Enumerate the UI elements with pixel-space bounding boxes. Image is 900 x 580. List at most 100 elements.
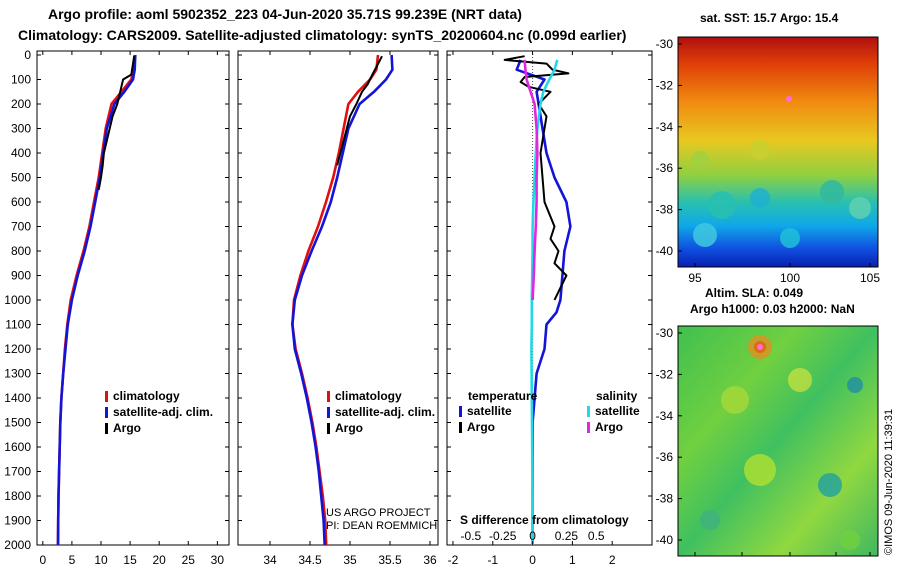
header-line-2: Climatology: CARS2009. Satellite-adjuste… [18, 27, 626, 43]
sla-eddy [700, 510, 720, 530]
project-credit-2: PI: DEAN ROEMMICH [326, 520, 437, 532]
x-tick-label: -1 [487, 553, 498, 567]
sla-map [677, 325, 879, 557]
series-line-salinity-satellite [530, 59, 559, 545]
difference-xlabel: S difference from climatology [460, 513, 629, 527]
depth-tick-label: 1800 [4, 489, 31, 503]
depth-tick-label: 800 [11, 244, 31, 258]
temperature-panel [36, 50, 230, 546]
legend-label-temp-argo: Argo [467, 420, 495, 434]
legend-swatch-sal-satellite [587, 406, 590, 417]
x-axes: 0 5 10 15 20 25 30 34 34.5 35 35.5 36 -2 -1 0 1 2 -0.5 -0.… [39, 51, 616, 567]
legend-label-climatology: climatology [335, 389, 402, 403]
sst-eddy [849, 197, 871, 219]
x-tick-label: -2 [448, 553, 459, 567]
series-line-argo [336, 55, 383, 166]
lat-tick-label: -30 [656, 37, 674, 51]
watermark: ©IMOS 09-Jun-2020 11:39:31 [883, 409, 895, 555]
depth-tick-label: 1400 [4, 391, 31, 405]
sst-eddy [750, 188, 770, 208]
sla-eddy [788, 368, 812, 392]
x-tick-label: 35.5 [378, 553, 402, 567]
legend-label-temp-satellite: satellite [467, 404, 512, 418]
series-line-argo [97, 56, 136, 190]
legend-label-satellite: satellite-adj. clim. [335, 405, 435, 419]
series-line-satellite-adj-clim- [291, 54, 394, 545]
series-line-climatology [56, 54, 136, 545]
argo-float-marker [757, 344, 763, 350]
x-tick-label: 15 [123, 553, 137, 567]
x-tick-label: 34 [263, 553, 277, 567]
sst-eddy [820, 180, 844, 204]
secondary-x-tick-label: -0.5 [461, 529, 482, 543]
legend-swatch-sal-argo [587, 422, 590, 433]
legend-swatch-climatology [105, 391, 108, 402]
lat-tick-label: -32 [656, 367, 674, 381]
salinity-panel [237, 50, 439, 546]
sst-frame [677, 36, 879, 268]
depth-axis: 0 100 200 300 400 500 600 700 800 900 1000 1100 1200… [4, 48, 652, 552]
x-tick-label: 34.5 [298, 553, 322, 567]
sst-eddy [693, 223, 717, 247]
series-line-climatology [291, 54, 380, 545]
x-tick-label: 0 [529, 553, 536, 567]
sst-eddy [708, 191, 736, 219]
sla-eddy [847, 377, 863, 393]
depth-tick-label: 600 [11, 195, 31, 209]
legend-label-sal-argo: Argo [595, 420, 623, 434]
sla-eddy [818, 473, 842, 497]
lat-tick-label: -36 [656, 450, 674, 464]
x-tick-label: 10 [94, 553, 108, 567]
depth-tick-label: 700 [11, 220, 31, 234]
x-tick-label: 30 [211, 553, 225, 567]
depth-tick-label: 400 [11, 146, 31, 160]
depth-tick-label: 100 [11, 73, 31, 87]
depth-tick-label: 500 [11, 171, 31, 185]
lat-tick-label: -34 [656, 120, 674, 134]
lat-tick-label: -32 [656, 78, 674, 92]
legend-swatch-satellite [105, 407, 108, 418]
depth-tick-label: 300 [11, 122, 31, 136]
series-line-temperature-argo [503, 55, 570, 301]
depth-tick-label: 1600 [4, 440, 31, 454]
legend-title-salinity: salinity [596, 389, 638, 403]
legend-label-sal-satellite: satellite [595, 404, 640, 418]
depth-tick-label: 1200 [4, 342, 31, 356]
x-tick-label: 35 [343, 553, 357, 567]
legend-label-argo: Argo [113, 421, 141, 435]
lat-tick-label: -40 [656, 533, 674, 547]
sst-eddy [780, 228, 800, 248]
lon-tick-label: 95 [688, 271, 702, 285]
sst-map [677, 36, 879, 268]
sst-map-title: sat. SST: 15.7 Argo: 15.4 [700, 11, 839, 25]
x-tick-label: 1 [569, 553, 576, 567]
depth-tick-label: 1300 [4, 367, 31, 381]
header-line-1: Argo profile: aoml 5902352_223 04-Jun-20… [48, 6, 522, 22]
salinity-legend: climatology satellite-adj. clim. Argo [327, 389, 435, 435]
sla-eddy [721, 386, 749, 414]
sst-eddy [750, 140, 770, 160]
argo-float-marker [786, 96, 792, 102]
sst-eddies [691, 140, 871, 248]
difference-legend: temperature salinity satellite Argo sate… [459, 389, 640, 434]
sla-map-axes: -30 -32 -34 -36 -38 -40 [656, 326, 871, 556]
lat-tick-label: -34 [656, 409, 674, 423]
lat-tick-label: -38 [656, 492, 674, 506]
depth-tick-label: 0 [24, 48, 31, 62]
temperature-lines [56, 54, 137, 545]
legend-swatch-argo [327, 423, 330, 434]
temperature-legend: climatology satellite-adj. clim. Argo [105, 389, 213, 435]
legend-label-argo: Argo [335, 421, 363, 435]
depth-tick-label: 900 [11, 269, 31, 283]
lat-tick-label: -38 [656, 203, 674, 217]
sla-map-title-1: Altim. SLA: 0.049 [705, 286, 803, 300]
sla-eddies [700, 335, 863, 550]
secondary-x-tick-label: 0.25 [555, 529, 579, 543]
x-tick-label: 0 [39, 553, 46, 567]
sst-eddy [691, 151, 709, 169]
lat-tick-label: -40 [656, 244, 674, 258]
salinity-lines [291, 54, 394, 545]
depth-tick-label: 1000 [4, 293, 31, 307]
lon-tick-label: 100 [780, 271, 800, 285]
secondary-x-tick-label: 0 [529, 529, 536, 543]
